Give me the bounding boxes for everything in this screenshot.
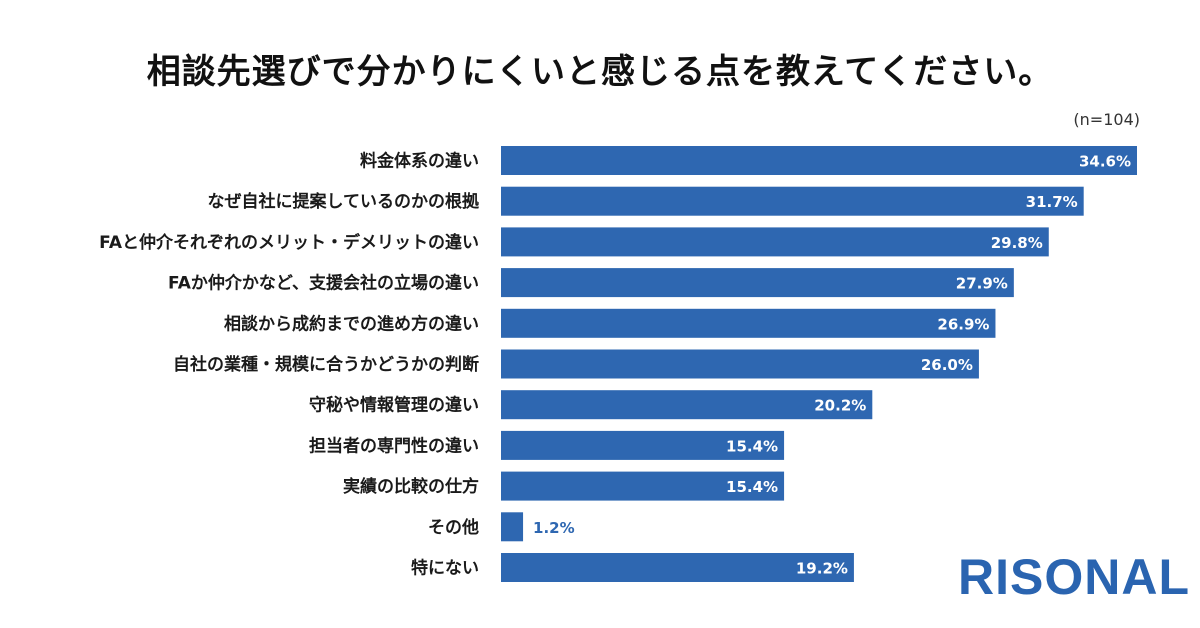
sample-size-label: (n=104) [1073, 110, 1140, 129]
category-label: 自社の業種・規模に合うかどうかの判断 [173, 354, 479, 375]
category-label: なぜ自社に提案しているのかの根拠 [208, 191, 480, 212]
value-label: 19.2% [796, 560, 848, 578]
bar [501, 430, 785, 460]
value-label: 34.6% [1079, 153, 1131, 171]
category-label: 料金体系の違い [360, 151, 479, 172]
category-label: その他 [428, 517, 479, 538]
value-label: 27.9% [956, 275, 1008, 293]
bar [501, 146, 1137, 175]
value-label: 31.7% [1026, 193, 1078, 211]
bar [501, 390, 873, 420]
value-label: 26.0% [921, 356, 973, 374]
category-label: FAか仲介かなど、支援会社の立場の違い [168, 273, 479, 294]
bar [501, 227, 1049, 257]
category-label: 相談から成約までの進め方の違い [224, 313, 479, 334]
bar [501, 553, 854, 582]
bar [501, 349, 979, 379]
category-label: 守秘や情報管理の違い [309, 395, 479, 416]
value-label: 15.4% [726, 437, 778, 455]
chart-title: 相談先選びで分かりにくいと感じる点を教えてください。 [146, 52, 1054, 92]
category-label: 担当者の専門性の違い [309, 435, 479, 456]
bar [501, 471, 785, 501]
risonal-logo: RISONAL [958, 549, 1190, 605]
category-label: FAと仲介それぞれのメリット・デメリットの違い [99, 232, 479, 253]
value-label: 29.8% [991, 234, 1043, 252]
value-label: 1.2% [533, 519, 575, 537]
bar [501, 186, 1084, 216]
category-label: 特にない [411, 558, 479, 579]
value-label: 15.4% [726, 478, 778, 496]
bar [501, 512, 524, 542]
category-label: 実績の比較の仕方 [343, 476, 479, 497]
bar [501, 308, 996, 338]
value-label: 26.9% [937, 315, 989, 333]
value-label: 20.2% [814, 397, 866, 415]
bar [501, 268, 1014, 298]
